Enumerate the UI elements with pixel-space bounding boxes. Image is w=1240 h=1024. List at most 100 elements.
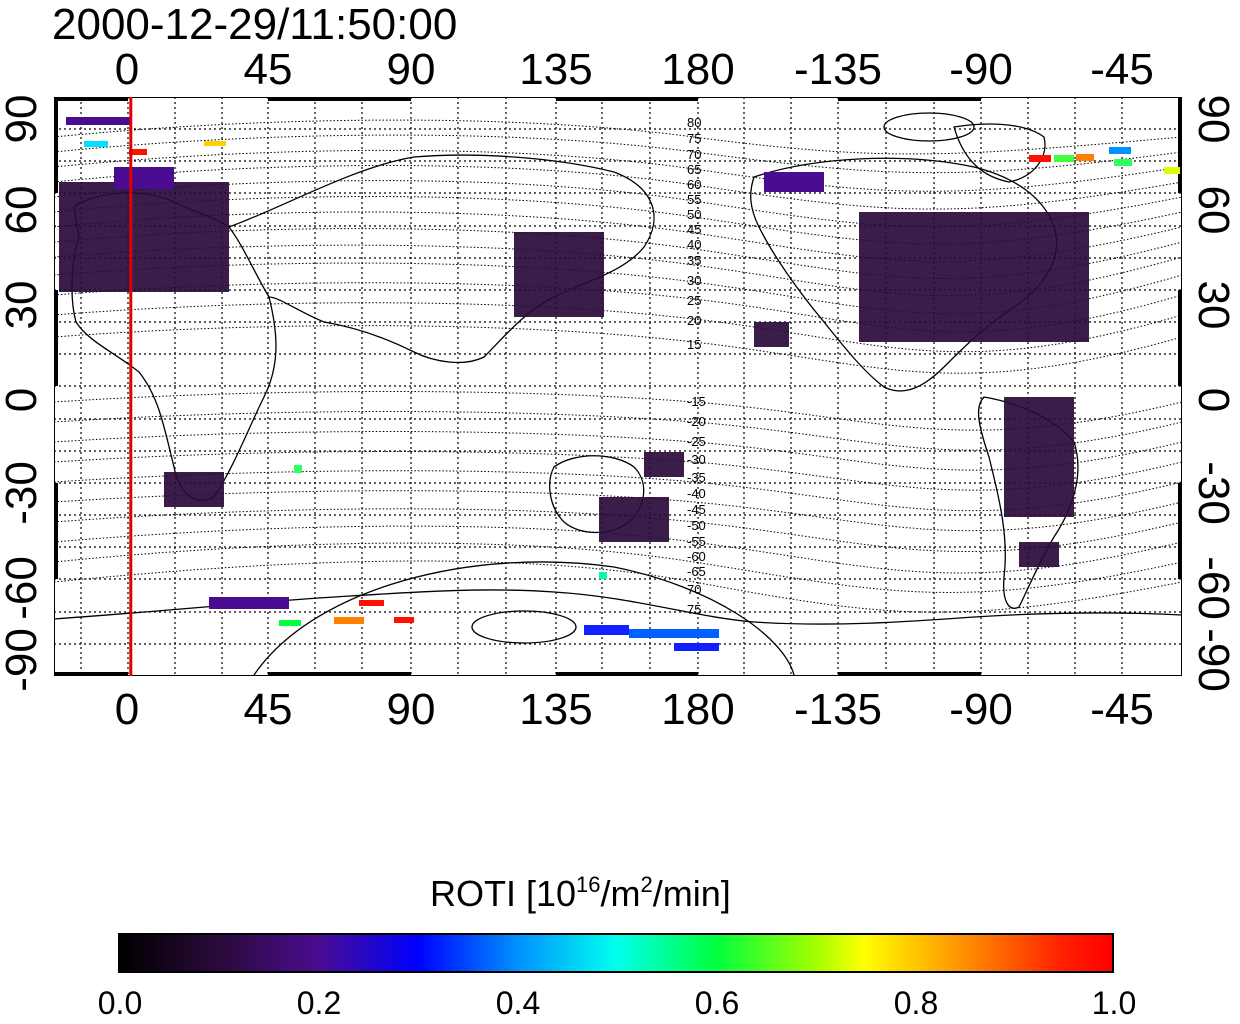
contour-labels: 80 75 70 65 60 55 50 45 40 35 30 25 20 1…: [687, 115, 706, 617]
contour-label-neg15: -15: [687, 394, 706, 409]
top-tick-90: 90: [386, 45, 436, 94]
colorbar-tick-5: 1.0: [1091, 985, 1137, 1021]
contour-label-70: 70: [687, 582, 701, 597]
contour-label-70: 70: [687, 147, 701, 162]
left-tick-neg90: -90: [0, 628, 46, 692]
frame-ticks: [52, 95, 1184, 678]
roti-pixel-yellow-1: [204, 141, 226, 146]
roti-data-high: [84, 141, 1180, 651]
right-tick-0: 0: [1189, 387, 1238, 413]
roti-patch-south-america: [1004, 397, 1074, 517]
contour-label-40: 40: [687, 237, 701, 252]
roti-pixel-cyan-2: [599, 572, 607, 579]
colorbar-tick-2: 0.4: [495, 985, 541, 1021]
contour-label-20: 20: [687, 313, 701, 328]
roti-patch-pacific: [754, 322, 789, 347]
roti-pixel-red-3: [394, 617, 414, 623]
colorbar-title-suffix: /min]: [652, 873, 731, 914]
roti-colorbar: [118, 933, 1114, 973]
top-tick-neg45: -45: [1090, 45, 1154, 94]
bottom-tick-neg135: -135: [793, 685, 883, 734]
roti-patch-north-america: [859, 212, 1089, 342]
roti-pixel-blue-1: [584, 625, 629, 635]
left-tick-0: 0: [0, 387, 46, 413]
contour-label-35: 35: [687, 253, 701, 268]
roti-patch-australia: [599, 497, 669, 542]
contour-label-neg60: -60: [687, 549, 706, 564]
colorbar-title-prefix: ROTI [10: [430, 873, 577, 914]
roti-pixel-cyan-1: [84, 141, 108, 147]
bottom-tick-180: 180: [661, 685, 735, 734]
contour-label-45: 45: [687, 222, 701, 237]
colorbar-title: ROTI [1016/m2/min]: [430, 872, 731, 916]
contour-label-neg45: -45: [687, 502, 706, 517]
roti-pixel-red-4: [1029, 155, 1051, 162]
contour-label-neg35: -35: [687, 470, 706, 485]
roti-data-low: [59, 182, 1089, 567]
roti-pixel-green-4: [294, 465, 302, 473]
colorbar-title-mid: /m: [600, 873, 641, 914]
bottom-tick-neg45: -45: [1090, 685, 1154, 734]
bottom-tick-90: 90: [386, 685, 436, 734]
roti-patch-patagonia: [1019, 542, 1059, 567]
roti-strip-antarctic-1: [209, 597, 289, 609]
roti-pixel-blue-3: [674, 643, 719, 651]
right-tick-90: 90: [1189, 94, 1238, 144]
roti-patch-south-africa: [164, 472, 224, 507]
top-tick-neg135: -135: [793, 45, 883, 94]
top-tick-0: 0: [114, 45, 140, 94]
roti-pixel-green-3: [1114, 159, 1132, 166]
roti-data-mid: [66, 117, 824, 609]
contour-label-neg30: -30: [687, 452, 706, 467]
contour-label-75: 75: [687, 602, 701, 617]
left-tick-90: 90: [0, 94, 46, 144]
contour-label-neg50: -50: [687, 518, 706, 533]
left-tick-60: 60: [0, 185, 46, 235]
colorbar-tick-0: 0.0: [97, 985, 143, 1021]
contour-label-55: 55: [687, 192, 701, 207]
roti-pixel-orange-1: [334, 617, 364, 624]
contour-label-30: 30: [687, 273, 701, 288]
contour-label-75: 75: [687, 131, 701, 146]
roti-patch-indonesia: [644, 452, 684, 477]
right-tick-neg30: -30: [1189, 461, 1238, 525]
bottom-tick-neg90: -90: [949, 685, 1013, 734]
colorbar-title-square: 2: [640, 872, 653, 897]
roti-map-svg: 80 75 70 65 60 55 50 45 40 35 30 25 20 1…: [52, 95, 1184, 678]
contour-label-60: 60: [687, 177, 701, 192]
contour-label-80: 80: [687, 115, 701, 130]
roti-patch-alaska: [764, 172, 824, 192]
roti-patch-scandinavia: [114, 167, 174, 189]
colorbar-title-exponent: 16: [576, 872, 601, 897]
roti-pixel-blue-4: [1109, 147, 1131, 154]
south-pole-contours: [253, 112, 975, 676]
roti-pixel-yellow-2: [1164, 167, 1180, 174]
roti-pixel-blue-2: [629, 629, 719, 638]
roti-pixel-green-2: [1054, 155, 1074, 162]
top-tick-neg90: -90: [949, 45, 1013, 94]
contour-label-25: 25: [687, 293, 701, 308]
colorbar-tick-4: 0.8: [893, 985, 939, 1021]
contour-label-neg25: -25: [687, 434, 706, 449]
right-tick-30: 30: [1189, 280, 1238, 330]
right-tick-neg90: -90: [1189, 628, 1238, 692]
contour-label-neg40: -40: [687, 486, 706, 501]
roti-strip-arctic-1: [66, 117, 131, 125]
map-title: 2000-12-29/11:50:00: [52, 0, 458, 49]
left-tick-neg30: -30: [0, 461, 46, 525]
contour-label-65: 65: [687, 162, 701, 177]
roti-patch-europe: [59, 182, 229, 292]
left-tick-30: 30: [0, 280, 46, 330]
roti-map: 80 75 70 65 60 55 50 45 40 35 30 25 20 1…: [52, 95, 1184, 678]
colorbar-tick-3: 0.6: [694, 985, 740, 1021]
contour-label-neg65: -65: [687, 564, 706, 579]
right-tick-60: 60: [1189, 185, 1238, 235]
roti-patch-east-asia: [514, 232, 604, 317]
roti-pixel-green-1: [279, 620, 301, 626]
contour-label-neg55: -55: [687, 534, 706, 549]
roti-pixel-orange-2: [1076, 154, 1094, 161]
roti-pixel-red-2: [359, 600, 384, 606]
contour-label-50: 50: [687, 207, 701, 222]
top-tick-180: 180: [661, 45, 735, 94]
bottom-tick-0: 0: [114, 685, 140, 734]
